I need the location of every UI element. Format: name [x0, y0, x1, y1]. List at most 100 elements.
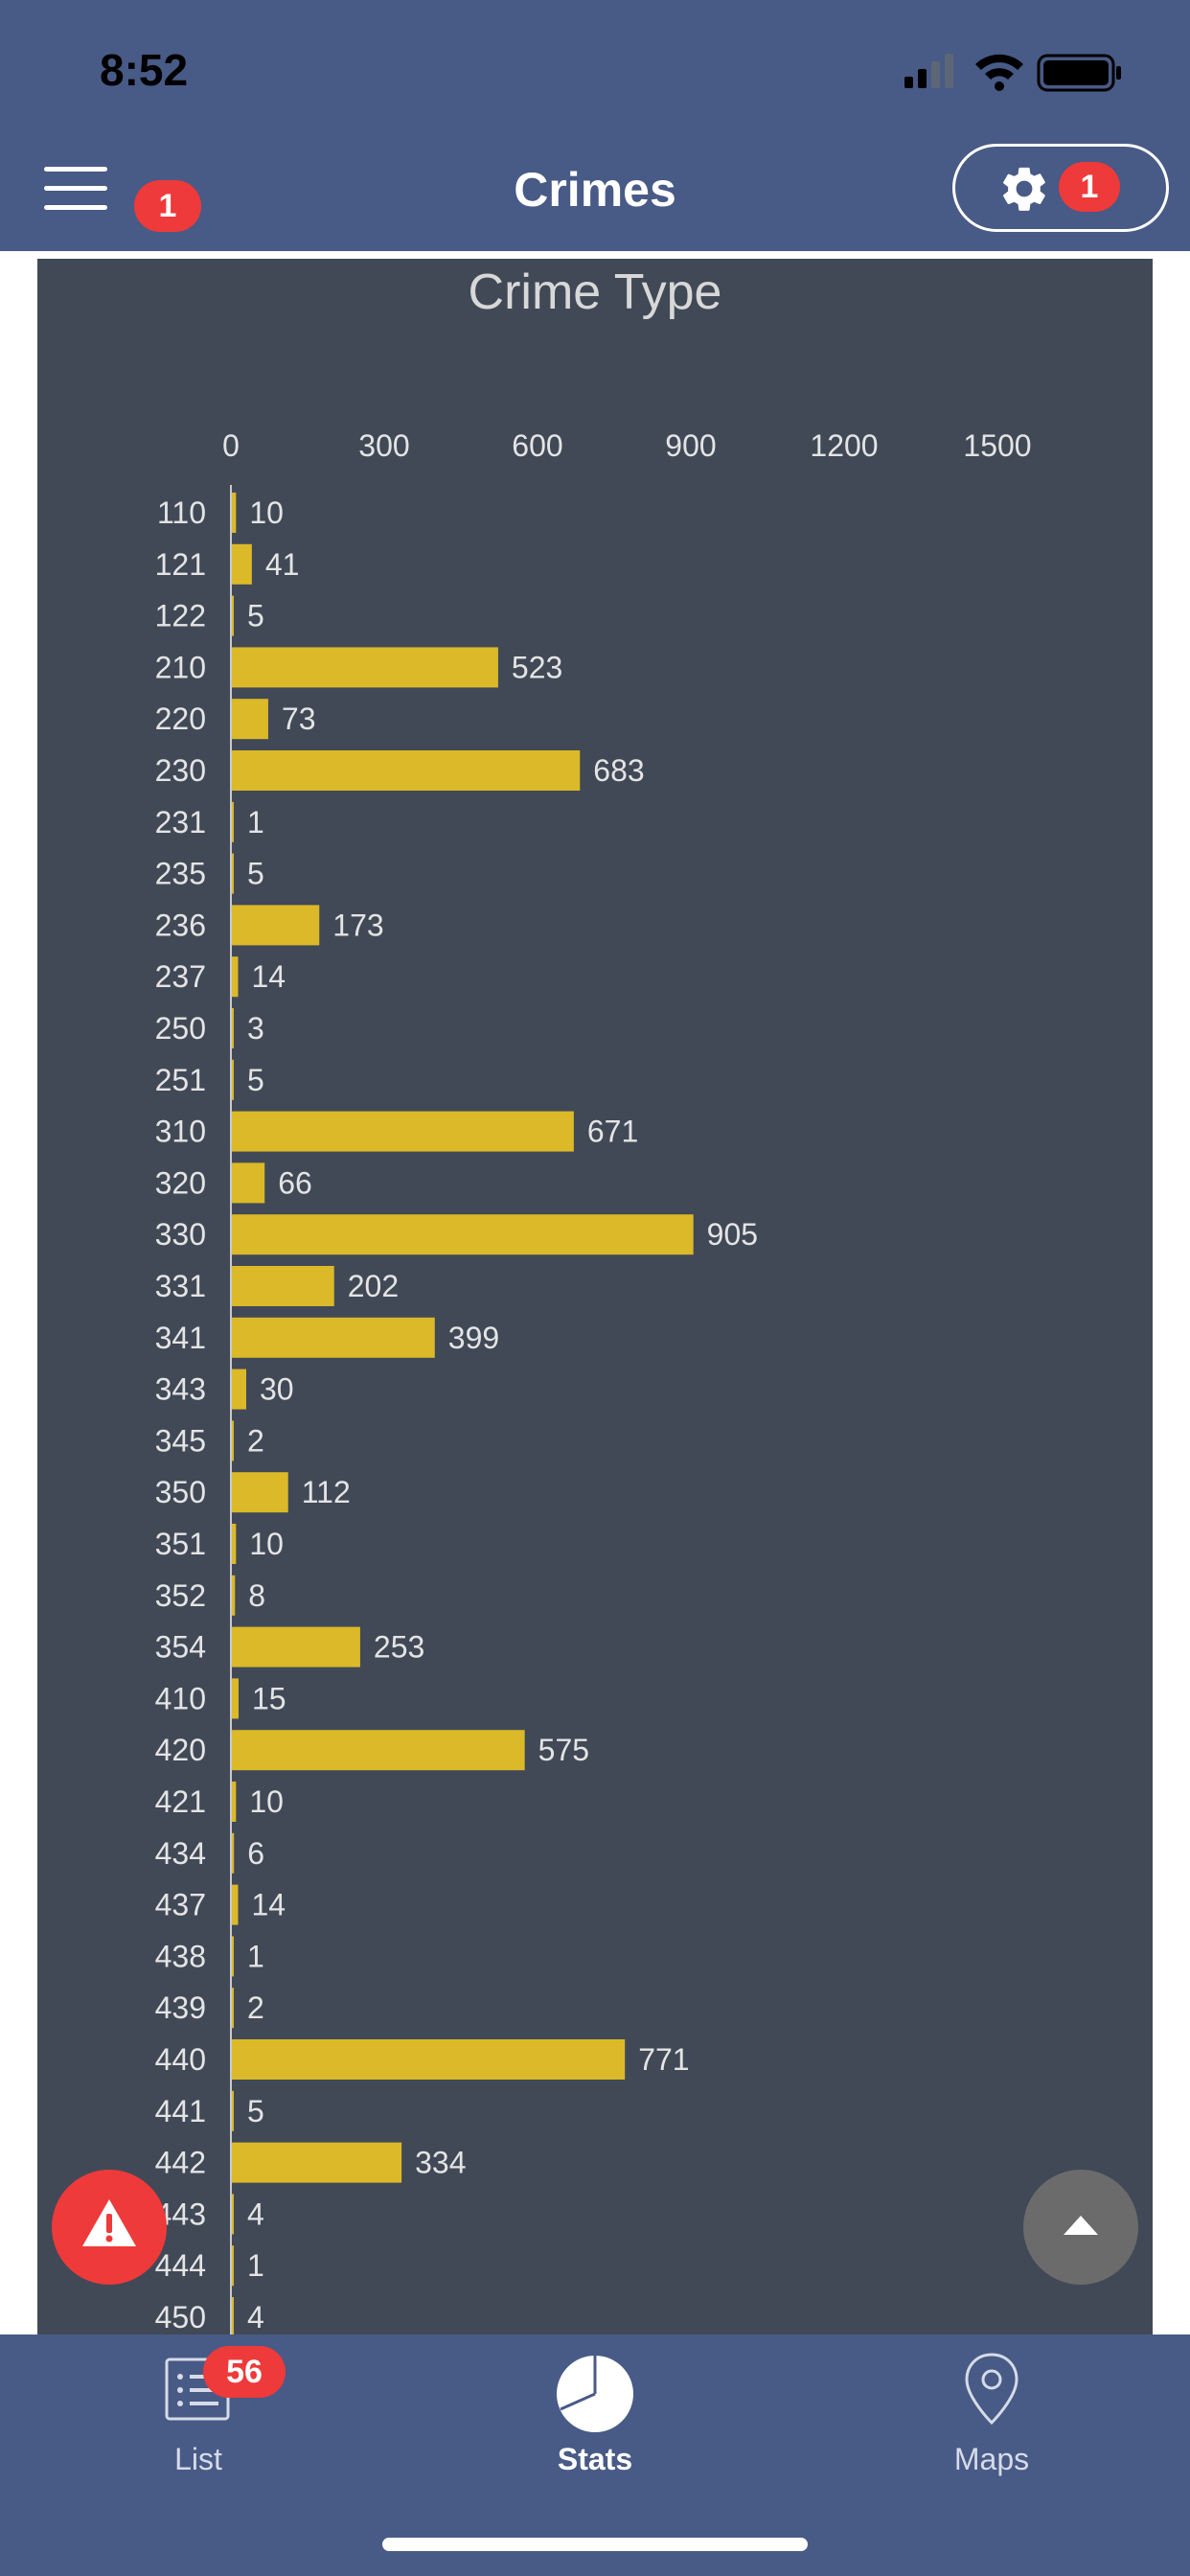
bar-value-label: 1 — [247, 805, 264, 840]
bar-value-label: 683 — [593, 753, 644, 788]
bar — [231, 2297, 234, 2334]
bar-value-label: 4 — [247, 2300, 264, 2334]
bar — [231, 543, 252, 585]
y-tick-label: 444 — [155, 2248, 206, 2283]
signal-icon — [904, 54, 953, 88]
bar — [231, 750, 581, 791]
report-alert-button[interactable] — [52, 2170, 167, 2285]
bar — [231, 1524, 237, 1564]
bar-value-label: 30 — [260, 1372, 294, 1407]
y-tick-label: 439 — [155, 1990, 206, 2025]
x-tick-label: 0 — [222, 428, 240, 463]
bar — [231, 1162, 265, 1204]
bar-value-label: 1 — [247, 1939, 264, 1973]
bar — [231, 647, 498, 688]
page-title: Crimes — [514, 163, 676, 217]
bar-value-label: 1 — [247, 2248, 264, 2283]
bar-value-label: 41 — [265, 547, 300, 582]
menu-button[interactable] — [44, 167, 107, 213]
bar-value-label: 73 — [282, 702, 316, 736]
bar — [231, 2039, 626, 2080]
bar-value-label: 771 — [638, 2042, 689, 2077]
bar — [231, 1368, 246, 1410]
bar-value-label: 2 — [247, 1423, 264, 1458]
bar — [231, 2245, 234, 2287]
settings-button[interactable]: 1 — [952, 144, 1169, 232]
bar-value-label: 399 — [448, 1321, 499, 1355]
x-tick-label: 300 — [358, 428, 409, 463]
y-tick-label: 441 — [155, 2094, 206, 2128]
x-tick-label: 1200 — [810, 428, 878, 463]
bar — [231, 1678, 239, 1719]
bar — [231, 1575, 236, 1616]
bar-value-label: 5 — [247, 857, 264, 891]
app-header: 8:52 1 Crimes 1 — [0, 0, 1190, 251]
y-tick-label: 410 — [155, 1681, 206, 1715]
y-tick-label: 320 — [155, 1165, 206, 1200]
bar-value-label: 10 — [249, 495, 284, 530]
bar — [231, 1832, 235, 1874]
settings-badge: 1 — [1059, 162, 1120, 212]
bar — [231, 1730, 525, 1771]
y-tick-label: 437 — [155, 1888, 206, 1922]
bar-value-label: 905 — [707, 1217, 758, 1252]
bar — [231, 1782, 237, 1822]
tab-stats-label: Stats — [557, 2442, 633, 2476]
bar — [231, 956, 239, 998]
x-tick-label: 600 — [512, 428, 562, 463]
bar — [231, 853, 234, 894]
bar — [231, 2142, 402, 2183]
bar-value-label: 14 — [251, 1888, 286, 1922]
status-icons — [904, 54, 1121, 92]
bar — [231, 1111, 574, 1152]
bar — [231, 1626, 360, 1668]
y-tick-label: 250 — [155, 1011, 206, 1046]
bar-value-label: 15 — [252, 1681, 286, 1715]
bar — [231, 595, 234, 636]
bar-value-label: 173 — [332, 908, 383, 942]
y-tick-label: 121 — [155, 547, 206, 582]
bar-value-label: 671 — [587, 1115, 638, 1149]
bar — [231, 2090, 234, 2131]
chevron-up-icon — [1064, 2216, 1098, 2235]
gear-icon — [1003, 167, 1045, 211]
map-pin-icon — [965, 2353, 1018, 2426]
y-tick-label: 230 — [155, 753, 206, 788]
bar-value-label: 4 — [247, 2196, 264, 2231]
y-tick-label: 434 — [155, 1836, 206, 1871]
y-tick-label: 220 — [155, 702, 206, 736]
bar — [231, 1008, 234, 1048]
tab-bar: 56 List Stats Maps — [0, 2334, 1190, 2576]
bar — [231, 801, 234, 842]
bar-value-label: 10 — [249, 1527, 284, 1561]
tab-stats[interactable]: Stats — [397, 2334, 793, 2507]
bar — [231, 1884, 239, 1925]
y-tick-label: 438 — [155, 1939, 206, 1973]
bar — [231, 905, 320, 946]
bar — [231, 1059, 234, 1100]
bar — [231, 1472, 288, 1513]
battery-icon — [1037, 54, 1121, 92]
y-tick-label: 343 — [155, 1372, 206, 1407]
bar — [231, 1988, 234, 2029]
y-tick-label: 331 — [155, 1269, 206, 1303]
tab-list[interactable]: 56 List — [0, 2334, 397, 2507]
y-tick-label: 341 — [155, 1321, 206, 1355]
scroll-to-top-button[interactable] — [1023, 2170, 1138, 2285]
y-tick-label: 442 — [155, 2146, 206, 2180]
y-tick-label: 420 — [155, 1733, 206, 1767]
bar-value-label: 10 — [249, 1784, 284, 1819]
bar-value-label: 14 — [251, 959, 286, 994]
y-tick-label: 237 — [155, 959, 206, 994]
crime-type-chart: Crime Type 0 300 600 900 1200 1500 110 10 121 41 1… — [37, 259, 1153, 2334]
y-tick-label: 354 — [155, 1630, 206, 1665]
chart-title: Crime Type — [468, 264, 722, 320]
y-tick-label: 251 — [155, 1063, 206, 1097]
bar-value-label: 202 — [348, 1269, 399, 1303]
tab-maps[interactable]: Maps — [793, 2334, 1190, 2507]
y-tick-label: 110 — [157, 495, 206, 530]
tab-maps-label: Maps — [953, 2442, 1030, 2476]
bar-value-label: 2 — [247, 1990, 264, 2025]
menu-badge: 1 — [134, 180, 201, 232]
